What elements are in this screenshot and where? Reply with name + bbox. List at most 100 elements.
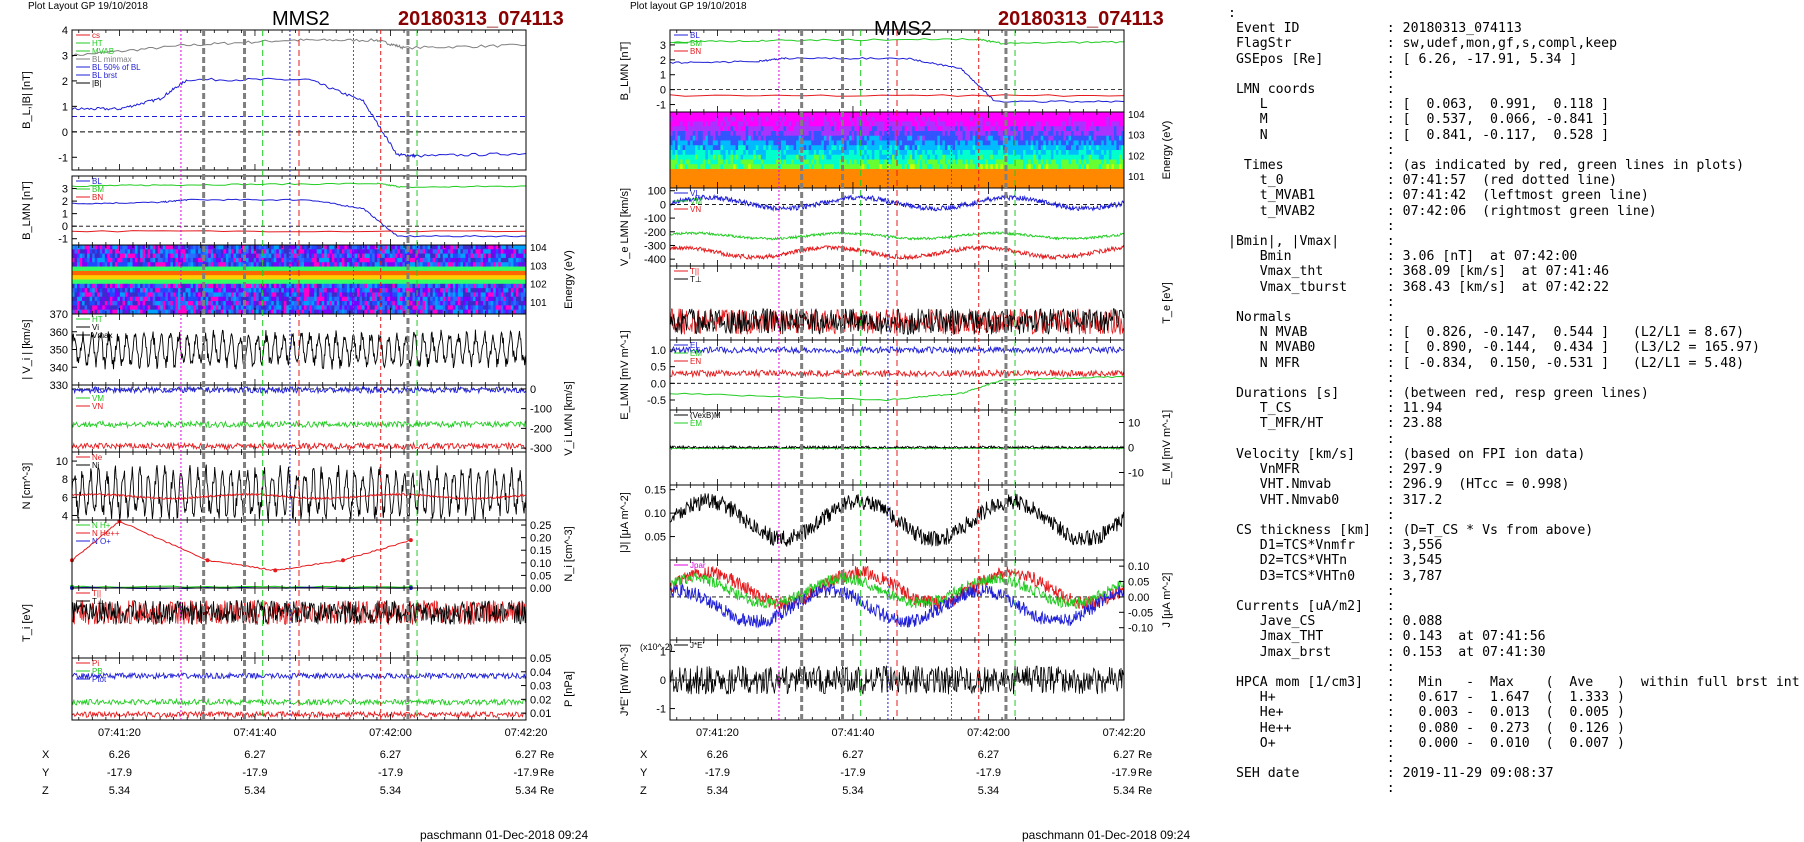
legend-entry: N O+ bbox=[92, 537, 111, 546]
legend-entry: Vmax bbox=[92, 331, 112, 340]
position-value: 5.34 bbox=[380, 785, 401, 797]
position-unit: Re bbox=[540, 749, 554, 761]
y-tick-label: 360 bbox=[50, 327, 68, 339]
y-axis-label: N_i [cm^-3] bbox=[563, 526, 575, 581]
position-unit: Re bbox=[540, 785, 554, 797]
y-tick-label: 1 bbox=[660, 70, 666, 82]
y-tick-label: -100 bbox=[530, 404, 552, 416]
y-tick-label: 102 bbox=[530, 280, 547, 291]
position-value: 5.34 bbox=[109, 785, 130, 797]
y-axis-label: B_LMN [nT] bbox=[619, 42, 631, 101]
position-value: -17.9 bbox=[242, 767, 267, 779]
panel-hpca-densities: 0.000.050.100.150.200.25N_i [cm^-3]N H+N… bbox=[70, 519, 575, 595]
data-point bbox=[206, 558, 210, 562]
y-tick-label: 0.05 bbox=[530, 653, 551, 665]
position-row-label: X bbox=[42, 749, 50, 761]
y-tick-label: 104 bbox=[530, 243, 547, 254]
series-line bbox=[72, 521, 411, 571]
y-tick-label: -1 bbox=[58, 152, 68, 164]
y-tick-label: 370 bbox=[50, 309, 68, 321]
y-tick-label: 1 bbox=[62, 101, 68, 113]
y-tick-label: 4 bbox=[62, 25, 68, 37]
y-tick-label: 2 bbox=[62, 196, 68, 208]
legend-entry: T⊥ bbox=[92, 597, 104, 606]
position-value: -17.9 bbox=[513, 767, 538, 779]
y-tick-label: 3 bbox=[660, 40, 666, 52]
position-unit: Re bbox=[540, 767, 554, 779]
y-tick-label: 10 bbox=[56, 456, 68, 468]
y-tick-label: 0.25 bbox=[530, 520, 551, 532]
y-tick-label: 0.00 bbox=[530, 583, 551, 595]
y-axis-label: Energy (eV) bbox=[563, 250, 575, 309]
position-value: 5.34 bbox=[515, 785, 536, 797]
y-tick-label: 2 bbox=[660, 55, 666, 67]
time-axis-label: 07:42:20 bbox=[505, 727, 548, 739]
legend-entry: Ni bbox=[92, 461, 100, 470]
y-tick-label: 0 bbox=[660, 85, 666, 97]
y-tick-label: -300 bbox=[530, 443, 552, 455]
position-value: 6.27 bbox=[515, 749, 536, 761]
y-tick-label: 103 bbox=[530, 261, 547, 272]
y-tick-label: 1 bbox=[62, 209, 68, 221]
y-tick-label: 3 bbox=[62, 50, 68, 62]
y-tick-label: 330 bbox=[50, 380, 68, 392]
position-value: -17.9 bbox=[107, 767, 132, 779]
y-tick-label: 2 bbox=[62, 76, 68, 88]
y-tick-label: -1 bbox=[58, 234, 68, 246]
y-tick-label: 0.04 bbox=[530, 667, 551, 679]
y-tick-label: 6 bbox=[62, 492, 68, 504]
data-point bbox=[341, 558, 345, 562]
position-row-label: Z bbox=[42, 785, 49, 797]
y-axis-label: V_i LMN [km/s] bbox=[563, 381, 575, 456]
y-axis-label: P [nPa] bbox=[563, 671, 575, 707]
legend-entry: BN bbox=[92, 193, 103, 202]
time-axis-label: 07:41:40 bbox=[234, 727, 277, 739]
y-tick-label: 3 bbox=[62, 184, 68, 196]
y-axis-label: | V_i | [km/s] bbox=[21, 319, 33, 379]
y-tick-label: 0.15 bbox=[530, 545, 551, 557]
time-axis-label: 07:41:20 bbox=[98, 727, 141, 739]
y-tick-label: 8 bbox=[62, 474, 68, 486]
y-axis-label: B_L,|B| [nT] bbox=[21, 71, 33, 129]
y-tick-label: 4 bbox=[62, 510, 68, 522]
legend-entry: |B| bbox=[92, 79, 102, 88]
y-tick-label: 101 bbox=[530, 298, 547, 309]
y-tick-label: 350 bbox=[50, 345, 68, 357]
data-point bbox=[273, 568, 277, 572]
time-axis-label: 07:42:00 bbox=[369, 727, 412, 739]
y-axis-label: B_LMN [nT] bbox=[21, 181, 33, 240]
y-tick-label: 0.05 bbox=[530, 570, 551, 582]
y-tick-label: 0 bbox=[62, 127, 68, 139]
y-axis-label: T_i [eV] bbox=[21, 604, 33, 642]
position-value: 6.27 bbox=[380, 749, 401, 761]
y-tick-label: 0.20 bbox=[530, 533, 551, 545]
panel-ion-temperature: T_i [eV]T||T⊥ bbox=[21, 588, 526, 658]
y-tick-label: 0.01 bbox=[530, 708, 551, 720]
position-row-label: Y bbox=[42, 767, 50, 779]
position-value: 5.34 bbox=[244, 785, 265, 797]
y-tick-label: 0.10 bbox=[530, 558, 551, 570]
position-value: 6.26 bbox=[109, 749, 130, 761]
y-tick-label: -200 bbox=[530, 423, 552, 435]
legend-entry: BN bbox=[690, 47, 701, 56]
position-value: -17.9 bbox=[378, 767, 403, 779]
y-tick-label: 340 bbox=[50, 362, 68, 374]
position-value: 6.27 bbox=[244, 749, 265, 761]
legend-entry: VN bbox=[92, 402, 103, 411]
y-tick-label: -1 bbox=[656, 100, 666, 112]
y-axis-label: N [cm^-3] bbox=[21, 463, 33, 510]
panel-ion-energy-spectrogram: Energy (eV) 101 102 103 104 bbox=[72, 243, 575, 315]
y-tick-label: 0.02 bbox=[530, 694, 551, 706]
legend-entry: Ptot bbox=[92, 675, 107, 684]
y-tick-label: 0 bbox=[62, 221, 68, 233]
